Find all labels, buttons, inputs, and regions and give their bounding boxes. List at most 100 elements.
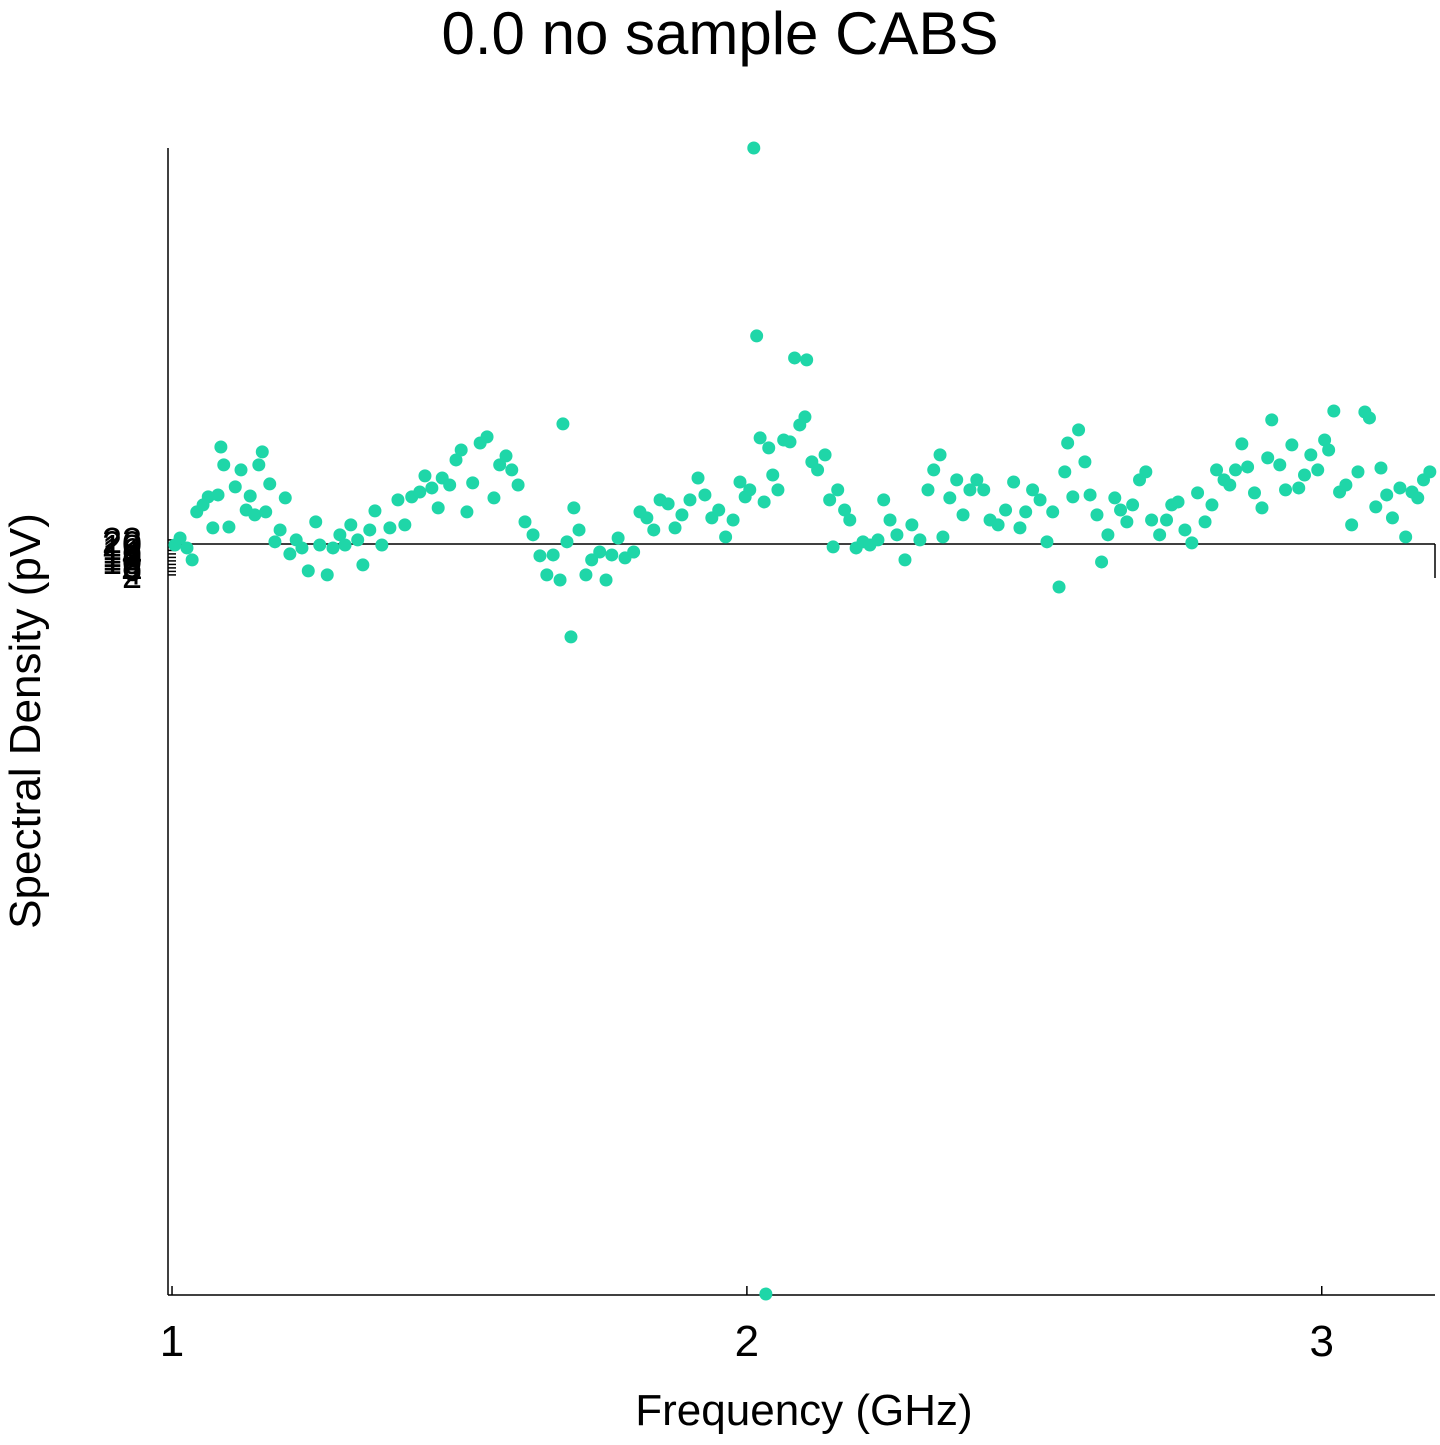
y-tick-label: 2 [122,555,142,596]
point [1205,498,1219,512]
point [211,488,225,502]
point [766,468,780,482]
y-tick-label: 8 [122,544,142,585]
point [963,483,977,497]
y-tick-label: 16 [102,530,142,571]
point [1345,518,1359,532]
point [418,469,432,483]
point [1339,478,1353,492]
point [1351,465,1365,479]
point [823,493,837,507]
point [1235,437,1249,451]
point [375,538,389,552]
point [1261,451,1275,465]
point [301,564,315,578]
y-axis-label: Spectral Density (pV) [1,513,50,929]
point [726,513,740,527]
point [454,443,468,457]
point [1223,478,1237,492]
point [1292,481,1306,495]
point [413,485,427,499]
point [449,453,463,467]
point [1423,465,1437,479]
point [363,523,377,537]
point [505,463,519,477]
point [733,475,747,489]
point [564,630,578,644]
point [185,553,199,567]
point [831,483,845,497]
point [1139,465,1153,479]
point [248,508,262,522]
y-tick-label: 4 [122,551,142,592]
point [344,518,358,532]
point [838,503,852,517]
point [1153,528,1167,542]
point [1318,433,1332,447]
point [1101,528,1115,542]
point [180,541,194,555]
point [668,521,682,535]
point [383,521,397,535]
point [333,528,347,542]
point [757,495,771,509]
point [1279,483,1293,497]
point [572,523,586,537]
point [950,473,964,487]
point [1040,535,1054,549]
point [843,513,857,527]
point [278,491,292,505]
point [1255,501,1269,515]
point [905,518,919,532]
chart-title: 0.0 no sample CABS [442,0,999,67]
point [295,541,309,555]
point [611,531,625,545]
point [1210,463,1224,477]
point [206,521,220,535]
point [927,463,941,477]
point [898,553,912,567]
point [460,505,474,519]
point [1385,511,1399,525]
point [338,538,352,552]
point [585,553,599,567]
point [593,545,607,559]
point [351,533,365,547]
point [970,473,984,487]
point [214,440,228,454]
point [1126,498,1140,512]
point [217,458,231,472]
point [234,463,248,477]
point [759,1287,773,1301]
point [480,430,494,444]
point [771,483,785,497]
point [511,478,525,492]
point [800,353,814,367]
point [487,491,501,505]
point [263,477,277,491]
point [719,530,733,544]
point [1327,404,1341,418]
point [243,489,257,503]
point [750,329,764,343]
point [1078,455,1092,469]
y-tick-label: 6 [122,548,142,589]
point [1285,438,1299,452]
point [1241,460,1255,474]
point [567,501,581,515]
point [255,445,269,459]
point [1247,486,1261,500]
point [933,448,947,462]
point [788,351,802,365]
point [826,540,840,554]
point [883,513,897,527]
point [1095,555,1109,569]
point [391,493,405,507]
point [313,538,327,552]
point [540,568,554,582]
point [1411,491,1425,505]
point [1178,523,1192,537]
point [640,511,654,525]
point [1083,488,1097,502]
point [683,493,697,507]
